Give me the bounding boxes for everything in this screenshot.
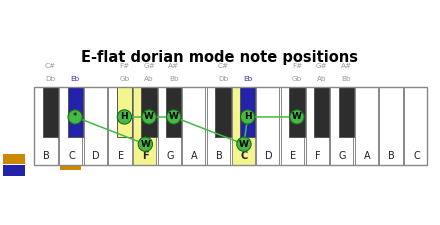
- Bar: [4, 154, 25, 164]
- Text: basicmusictheory.com: basicmusictheory.com: [12, 79, 17, 137]
- Bar: [158, 87, 181, 165]
- Text: G: G: [339, 151, 346, 161]
- Circle shape: [138, 137, 153, 151]
- Text: F#: F#: [119, 63, 129, 69]
- Bar: [117, 87, 132, 137]
- Text: E: E: [290, 151, 296, 161]
- Text: B: B: [44, 151, 50, 161]
- Circle shape: [241, 110, 255, 124]
- Text: C: C: [240, 151, 248, 161]
- Text: W: W: [239, 140, 249, 149]
- Bar: [133, 87, 156, 165]
- Text: Bb: Bb: [341, 76, 351, 82]
- Bar: [338, 87, 354, 137]
- Bar: [404, 87, 427, 165]
- Text: C#: C#: [45, 63, 56, 69]
- Bar: [108, 87, 132, 165]
- Bar: [67, 87, 83, 137]
- Text: E: E: [117, 151, 124, 161]
- Text: H: H: [244, 112, 251, 122]
- Bar: [84, 87, 107, 165]
- Text: W: W: [140, 140, 150, 149]
- Text: E-flat dorian mode note positions: E-flat dorian mode note positions: [81, 50, 358, 65]
- Text: F#: F#: [292, 63, 302, 69]
- Bar: [59, 87, 82, 165]
- Text: H: H: [121, 112, 128, 122]
- Text: Bb: Bb: [169, 76, 179, 82]
- Text: Gb: Gb: [119, 76, 129, 82]
- Bar: [166, 87, 181, 137]
- Text: C#: C#: [217, 63, 228, 69]
- Bar: [60, 166, 81, 170]
- Text: Db: Db: [45, 76, 55, 82]
- Bar: [330, 87, 353, 165]
- Text: F: F: [142, 151, 149, 161]
- Text: G#: G#: [143, 63, 155, 69]
- Bar: [34, 87, 58, 165]
- Bar: [141, 87, 157, 137]
- Text: W: W: [292, 112, 302, 122]
- Bar: [34, 87, 427, 165]
- Bar: [231, 87, 255, 165]
- Text: B: B: [389, 151, 395, 161]
- Bar: [379, 87, 403, 165]
- Text: Eb: Eb: [243, 76, 252, 82]
- Text: A#: A#: [341, 63, 352, 69]
- Bar: [281, 87, 304, 165]
- Bar: [43, 87, 58, 137]
- Circle shape: [117, 110, 132, 124]
- Bar: [256, 87, 279, 165]
- Text: Eb: Eb: [70, 76, 80, 82]
- Text: D: D: [265, 151, 272, 161]
- Circle shape: [142, 110, 156, 124]
- Circle shape: [167, 110, 181, 124]
- Bar: [289, 87, 304, 137]
- Circle shape: [237, 137, 251, 151]
- Text: A: A: [364, 151, 370, 161]
- Bar: [305, 87, 329, 165]
- Text: W: W: [144, 112, 154, 122]
- Text: C: C: [68, 151, 75, 161]
- Bar: [207, 87, 230, 165]
- Text: C: C: [413, 151, 420, 161]
- Text: Ab: Ab: [144, 76, 154, 82]
- Text: G: G: [166, 151, 174, 161]
- Bar: [182, 87, 205, 165]
- Bar: [215, 87, 231, 137]
- Text: F: F: [315, 151, 321, 161]
- Text: B: B: [216, 151, 223, 161]
- Bar: [314, 87, 329, 137]
- Text: G#: G#: [315, 63, 327, 69]
- Text: Db: Db: [218, 76, 228, 82]
- Text: A#: A#: [168, 63, 179, 69]
- Circle shape: [290, 110, 304, 124]
- Bar: [240, 87, 255, 137]
- Text: Ab: Ab: [317, 76, 326, 82]
- Text: *: *: [73, 112, 77, 122]
- Text: D: D: [92, 151, 100, 161]
- Circle shape: [68, 110, 82, 124]
- Text: Gb: Gb: [292, 76, 302, 82]
- Bar: [4, 165, 25, 176]
- Text: W: W: [169, 112, 179, 122]
- Text: A: A: [191, 151, 198, 161]
- Bar: [355, 87, 378, 165]
